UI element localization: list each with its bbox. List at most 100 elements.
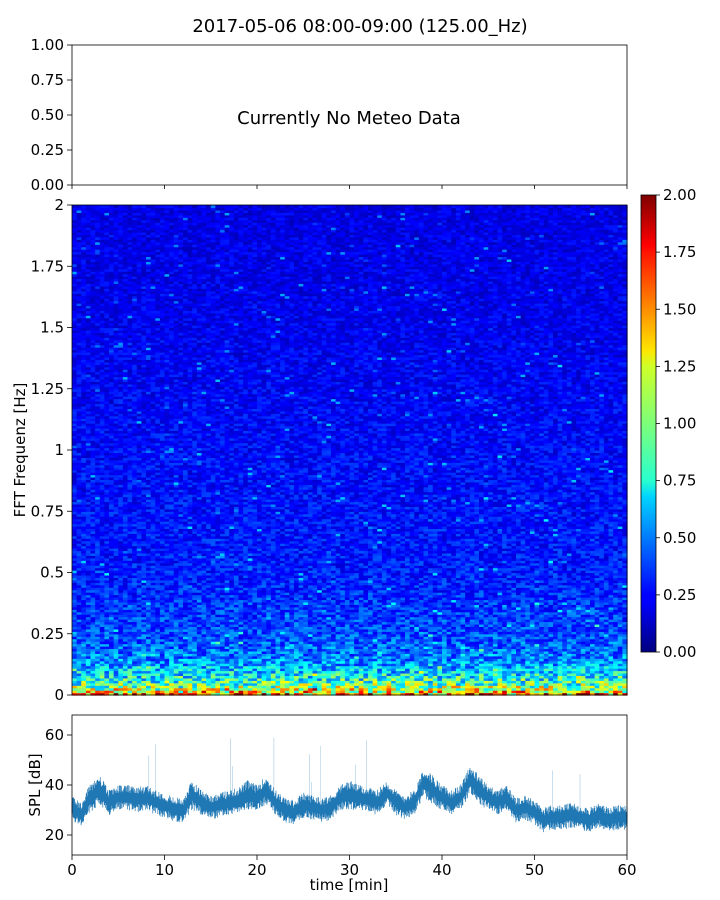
spectrogram-cell <box>358 660 364 664</box>
spectrogram-cell <box>81 680 87 684</box>
spectrogram-cell <box>312 650 318 654</box>
spectrogram-cell <box>377 663 383 667</box>
spectrogram-cell <box>173 687 179 691</box>
spectrogram-cell <box>428 668 434 672</box>
spectrogram-cell <box>409 650 415 654</box>
spectrogram-cell <box>423 633 429 637</box>
spectrogram-cell <box>159 655 166 659</box>
spectrogram-cell <box>85 660 92 664</box>
spectrogram-cell <box>326 655 332 659</box>
spectrogram-cell <box>298 628 304 632</box>
spectrogram-cell <box>317 648 323 652</box>
spectrogram-cell <box>257 641 263 645</box>
spectrogram-cell <box>196 675 203 679</box>
spectrogram-cell <box>474 692 480 696</box>
spectrogram-cell <box>553 621 559 625</box>
spectrogram-cell <box>529 670 536 674</box>
spectrogram-cell <box>294 690 300 694</box>
spectrogram-cell <box>206 631 212 635</box>
spectrogram-cell <box>303 685 309 689</box>
spectrogram-cell <box>275 687 281 691</box>
spectrogram-cell <box>483 650 489 654</box>
spectrogram-cell <box>81 631 87 635</box>
spectrogram-cell <box>469 687 475 691</box>
spectrogram-cell <box>284 687 290 691</box>
spectrogram-cell <box>446 690 452 694</box>
spectrogram-cell <box>372 685 378 689</box>
spectrogram-cell <box>95 663 101 667</box>
spectrogram-cell <box>520 675 526 679</box>
spectrogram-cell <box>442 668 448 672</box>
spectrogram-cell <box>585 685 591 689</box>
spectrogram-cell <box>613 658 619 662</box>
spectrogram-cell <box>275 677 281 681</box>
spectrogram-cell <box>446 633 452 637</box>
spectrogram-cell <box>543 655 549 659</box>
spectrogram-cell <box>187 628 193 632</box>
spectrogram-cell <box>418 623 425 627</box>
spectrogram-cell <box>539 633 545 637</box>
spectrogram-cell <box>99 668 105 672</box>
spectrogram-cell <box>386 663 392 667</box>
spectrogram-cell <box>562 643 568 647</box>
spectrogram-cell <box>363 638 369 642</box>
spectrogram-cell <box>511 668 517 672</box>
spectrogram-cell <box>608 641 614 645</box>
spectrogram-cell <box>335 638 341 642</box>
spectrogram-cell <box>85 692 92 696</box>
spectrogram-cell <box>127 648 133 652</box>
spectrogram-cell <box>576 643 582 647</box>
spectrogram-cell <box>252 675 258 679</box>
spectrogram-cell <box>229 675 235 679</box>
spectrogram-cell <box>298 672 304 676</box>
spectrogram-cell <box>122 650 129 654</box>
spectrogram-cell <box>344 646 351 650</box>
spectrogram-cell <box>141 655 147 659</box>
spectrogram-cell <box>183 631 189 635</box>
spectrogram-cell <box>146 646 152 650</box>
spectrogram-cell <box>196 631 203 635</box>
spectrogram-cell <box>95 655 101 659</box>
spectrogram-cell <box>479 670 485 674</box>
spectrogram-cell <box>479 685 485 689</box>
spectrogram-cell <box>418 665 425 669</box>
spectrogram-cell <box>280 648 286 652</box>
spectrogram-cell <box>344 675 351 679</box>
spectrogram-cell <box>511 646 517 650</box>
spectrogram-cell <box>169 628 175 632</box>
spectrogram-cell <box>95 690 101 694</box>
spectrogram-cell <box>525 668 531 672</box>
spectrogram-cell <box>340 636 346 640</box>
spectrogram-cell <box>312 653 318 657</box>
spectrogram-cell <box>520 668 526 672</box>
spectrogram-cell <box>492 658 499 662</box>
spectrogram-cell <box>76 619 82 623</box>
spectrogram-cell <box>432 626 438 630</box>
spectrogram-cell <box>437 646 443 650</box>
spectrogram-cell <box>349 653 355 657</box>
spectrogram-cell <box>122 626 129 630</box>
spectrogram-cell <box>266 677 272 681</box>
spectrogram-cell <box>317 670 323 674</box>
spectrogram-cell <box>553 692 559 696</box>
spectrogram-cell <box>233 682 240 686</box>
spectrogram-cell <box>294 680 300 684</box>
spectrogram-cell <box>603 690 610 694</box>
spectrogram-cell <box>474 685 480 689</box>
spectrogram-cell <box>576 655 582 659</box>
spectrogram-cell <box>534 672 540 676</box>
spectrogram-cell <box>247 626 253 630</box>
spectrogram-cell <box>488 655 494 659</box>
spectrogram-cell <box>405 660 411 664</box>
spectrogram-cell <box>525 655 531 659</box>
spectrogram-cell <box>224 646 230 650</box>
spectrogram-cell <box>428 628 434 632</box>
spectrogram-cell <box>122 680 129 684</box>
spectrogram-cell <box>85 663 92 667</box>
spectrogram-cell <box>206 685 212 689</box>
spectrogram-cell <box>192 663 198 667</box>
spectrogram-cell <box>613 653 619 657</box>
spectrogram-cell <box>432 641 438 645</box>
spectrogram-cell <box>312 682 318 686</box>
spectrogram-cell <box>280 687 286 691</box>
